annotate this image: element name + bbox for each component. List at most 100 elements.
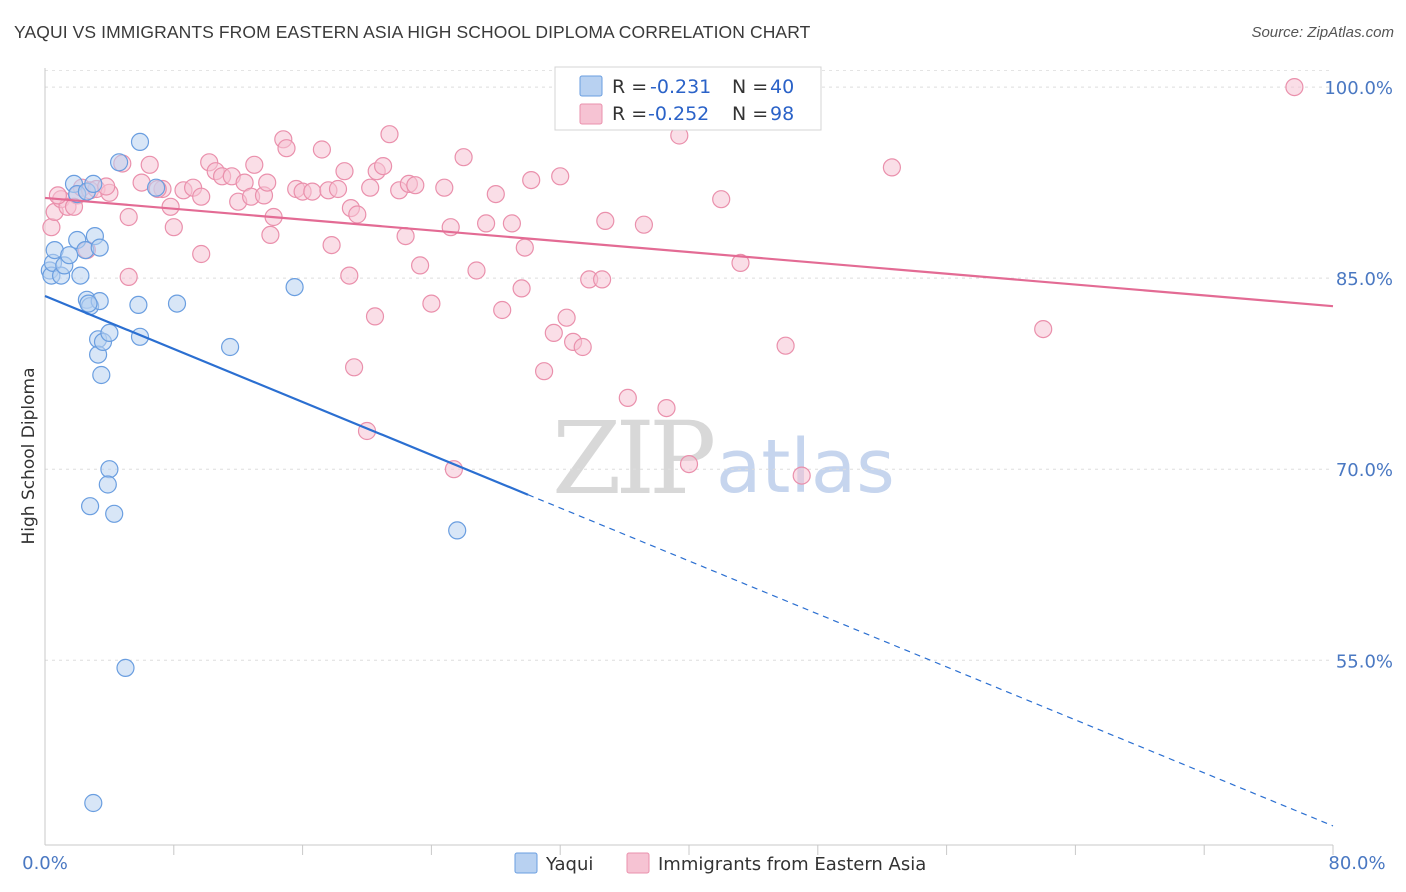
point-immigrants-55 xyxy=(493,300,512,320)
point-immigrants-89 xyxy=(340,266,359,285)
point-yaqui-33 xyxy=(100,460,119,479)
point-yaqui-30 xyxy=(167,294,187,313)
point-yaqui-37 xyxy=(448,521,467,540)
point-yaqui-14 xyxy=(90,238,109,257)
legend-n-value-immigrants: 98 xyxy=(770,103,794,125)
chart-source: Source: ZipAtlas.com xyxy=(1251,24,1394,41)
point-immigrants-87 xyxy=(258,173,277,192)
trendlines xyxy=(44,196,1334,827)
y-axis-title: High School Diploma xyxy=(19,367,39,544)
point-immigrants-48 xyxy=(406,176,425,195)
bottom-legend: Yaqui Immigrants from Eastern Asia xyxy=(514,852,926,875)
point-immigrants-86 xyxy=(192,244,211,264)
point-immigrants-52 xyxy=(467,261,486,280)
legend: R = -0.231 N = 40 R = -0.252 N = 98 xyxy=(554,66,822,131)
legend-r-value-immigrants: -0.252 xyxy=(648,103,709,125)
point-immigrants-59 xyxy=(522,171,541,190)
point-immigrants-34 xyxy=(303,182,322,201)
watermark: ZIP atlas xyxy=(552,400,895,517)
point-yaqui-25 xyxy=(109,153,129,172)
point-immigrants-67 xyxy=(592,270,612,289)
y-tick-label-2: 70.0% xyxy=(1336,460,1393,481)
point-immigrants-70 xyxy=(634,215,654,234)
point-immigrants-26 xyxy=(245,155,264,174)
point-immigrants-77 xyxy=(776,336,795,355)
trendline-yaqui-extension xyxy=(527,494,1334,827)
point-immigrants-51 xyxy=(454,148,473,167)
point-immigrants-79 xyxy=(882,158,902,177)
point-immigrants-56 xyxy=(502,214,521,233)
x-tick-label-max: 80.0% xyxy=(1328,853,1385,874)
point-immigrants-14 xyxy=(161,197,180,216)
y-tick-labels: 100.0% 85.0% 70.0% 55.0% xyxy=(1324,78,1393,672)
y-tick-label-3: 55.0% xyxy=(1336,651,1393,672)
point-immigrants-60 xyxy=(534,362,554,381)
point-yaqui-39 xyxy=(84,793,103,813)
point-immigrants-80 xyxy=(1034,320,1053,339)
y-tick-label-1: 85.0% xyxy=(1336,269,1393,290)
point-immigrants-43 xyxy=(374,157,393,176)
point-immigrants-72 xyxy=(657,399,676,418)
point-yaqui-34 xyxy=(98,475,117,494)
point-immigrants-40 xyxy=(348,205,367,224)
point-immigrants-38 xyxy=(335,162,354,181)
point-immigrants-68 xyxy=(596,211,615,230)
point-immigrants-46 xyxy=(396,227,415,246)
bottom-legend-label-yaqui: Yaqui xyxy=(545,854,593,875)
point-immigrants-92 xyxy=(422,294,441,313)
point-immigrants-62 xyxy=(551,167,570,186)
point-immigrants-41 xyxy=(361,178,380,197)
legend-swatch-immigrants xyxy=(579,103,603,125)
point-immigrants-61 xyxy=(544,323,563,342)
point-yaqui-26 xyxy=(130,132,150,151)
point-immigrants-78 xyxy=(792,466,811,485)
point-immigrants-18 xyxy=(192,187,211,206)
point-yaqui-36 xyxy=(105,504,124,523)
legend-swatch-yaqui xyxy=(579,75,603,97)
point-yaqui-24 xyxy=(100,323,119,342)
legend-r-label-yaqui: R = xyxy=(612,76,647,98)
point-immigrants-88 xyxy=(322,236,341,255)
trendline-immigrants xyxy=(44,196,1334,308)
point-immigrants-91 xyxy=(411,256,430,275)
point-immigrants-10 xyxy=(119,207,138,227)
point-immigrants-28 xyxy=(261,225,280,244)
trendline-yaqui xyxy=(44,294,529,496)
watermark-atlas: atlas xyxy=(716,424,895,510)
point-yaqui-31 xyxy=(221,337,240,357)
chart-title: YAQUI VS IMMIGRANTS FROM EASTERN ASIA HI… xyxy=(14,22,811,42)
y-tick-label-0: 100.0% xyxy=(1324,78,1393,99)
legend-n-label-immigrants: N = xyxy=(732,103,768,125)
point-immigrants-81 xyxy=(1285,77,1304,97)
x-ticks xyxy=(173,845,1334,855)
bottom-legend-swatch-yaqui xyxy=(514,852,538,874)
point-yaqui-22 xyxy=(92,365,111,385)
point-immigrants-84 xyxy=(119,267,138,286)
bottom-legend-swatch-immigrants xyxy=(626,852,650,874)
point-immigrants-57 xyxy=(512,279,531,298)
point-yaqui-10 xyxy=(84,174,103,193)
point-immigrants-15 xyxy=(164,218,183,237)
point-immigrants-69 xyxy=(618,388,637,407)
point-immigrants-65 xyxy=(573,337,592,357)
point-immigrants-35 xyxy=(312,140,331,159)
legend-r-value-yaqui: -0.231 xyxy=(650,76,711,98)
point-immigrants-37 xyxy=(328,179,348,199)
point-immigrants-54 xyxy=(486,185,505,204)
series-yaqui-points xyxy=(40,132,467,813)
legend-n-label-yaqui: N = xyxy=(732,76,768,98)
point-immigrants-63 xyxy=(557,308,576,327)
point-yaqui-15 xyxy=(71,266,90,285)
bottom-legend-label-immigrants: Immigrants from Eastern Asia xyxy=(658,854,926,875)
point-yaqui-35 xyxy=(80,497,100,516)
point-immigrants-90 xyxy=(365,307,385,326)
point-immigrants-12 xyxy=(140,155,159,174)
point-immigrants-53 xyxy=(477,214,496,233)
point-immigrants-97 xyxy=(48,186,68,205)
point-immigrants-58 xyxy=(515,238,534,257)
point-immigrants-74 xyxy=(679,455,699,474)
point-yaqui-19 xyxy=(79,294,98,313)
x-tick-label-min: 0.0% xyxy=(22,853,68,874)
point-yaqui-28 xyxy=(129,295,148,314)
